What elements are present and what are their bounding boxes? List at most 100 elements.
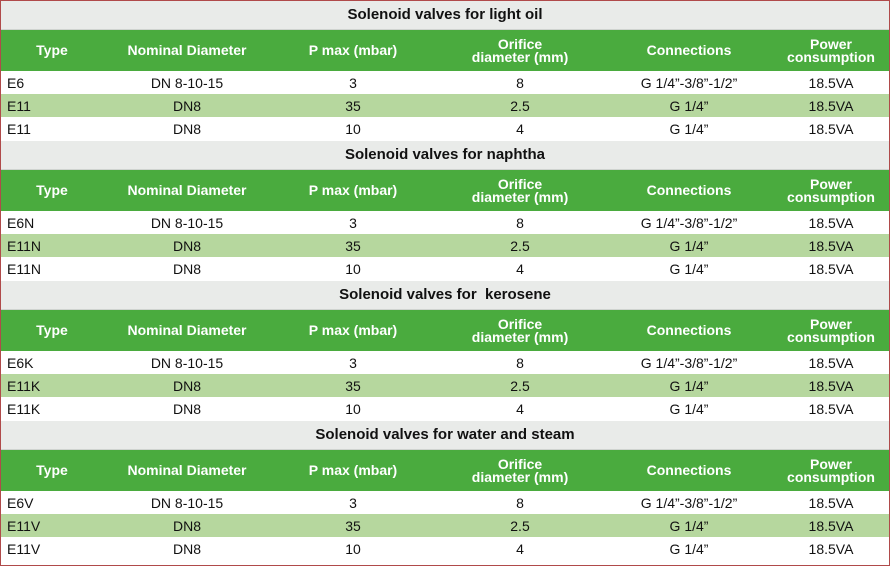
header-orifice: Orifice diameter (mm) bbox=[435, 450, 605, 491]
header-nominal-diameter: Nominal Diameter bbox=[127, 322, 247, 338]
cell-type: E11N bbox=[7, 237, 41, 254]
header-power: Power consumption bbox=[773, 30, 889, 71]
table-row: E11 DN8 35 2.5 G 1/4” 18.5VA bbox=[1, 94, 889, 117]
cell-connections: G 1/4”-3/8”-1/2” bbox=[640, 354, 738, 371]
cell-connections: G 1/4” bbox=[669, 120, 709, 137]
cell-pmax: 3 bbox=[349, 354, 357, 371]
section-water-steam: Solenoid valves for water and steam Type… bbox=[1, 421, 889, 561]
header-connections: Connections bbox=[646, 462, 732, 478]
cell-type: E11 bbox=[7, 120, 31, 137]
cell-pmax: 3 bbox=[349, 74, 357, 91]
header-orifice-line2: diameter (mm) bbox=[471, 48, 569, 65]
header-p-max: P max (mbar) bbox=[308, 322, 398, 338]
cell-orifice: 8 bbox=[516, 494, 524, 511]
section-title: Solenoid valves for naphtha bbox=[1, 141, 889, 170]
header-orifice-line1: Orifice bbox=[497, 175, 543, 192]
table-row: E11V DN8 35 2.5 G 1/4” 18.5VA bbox=[1, 514, 889, 537]
table-row: E11K DN8 10 4 G 1/4” 18.5VA bbox=[1, 397, 889, 420]
table-row: E6V DN 8-10-15 3 8 G 1/4”-3/8”-1/2” 18.5… bbox=[1, 491, 889, 514]
header-power-line2: consumption bbox=[787, 188, 875, 205]
header-orifice-line1: Orifice bbox=[497, 315, 543, 332]
cell-pmax: 35 bbox=[345, 97, 361, 114]
header-orifice: Orifice diameter (mm) bbox=[435, 310, 605, 351]
cell-orifice: 2.5 bbox=[510, 517, 530, 534]
cell-type: E11V bbox=[7, 517, 41, 534]
cell-power: 18.5VA bbox=[808, 260, 854, 277]
cell-orifice: 4 bbox=[516, 400, 524, 417]
cell-pmax: 3 bbox=[349, 494, 357, 511]
cell-type: E6V bbox=[7, 494, 34, 511]
table-header: Type Nominal Diameter P max (mbar) Orifi… bbox=[1, 310, 889, 351]
cell-connections: G 1/4” bbox=[669, 237, 709, 254]
cell-connections: G 1/4” bbox=[669, 400, 709, 417]
table-row: E11K DN8 35 2.5 G 1/4” 18.5VA bbox=[1, 374, 889, 397]
section-naphtha: Solenoid valves for naphtha Type Nominal… bbox=[1, 141, 889, 284]
cell-power: 18.5VA bbox=[808, 354, 854, 371]
cell-dn: DN8 bbox=[172, 400, 201, 417]
cell-orifice: 4 bbox=[516, 120, 524, 137]
cell-dn: DN8 bbox=[172, 540, 201, 557]
table-row: E11N DN8 10 4 G 1/4” 18.5VA bbox=[1, 257, 889, 280]
cell-power: 18.5VA bbox=[808, 237, 854, 254]
cell-dn: DN 8-10-15 bbox=[150, 214, 224, 231]
cell-power: 18.5VA bbox=[808, 214, 854, 231]
cell-dn: DN 8-10-15 bbox=[150, 354, 224, 371]
cell-power: 18.5VA bbox=[808, 540, 854, 557]
header-p-max: P max (mbar) bbox=[308, 182, 398, 198]
table-row: E6N DN 8-10-15 3 8 G 1/4”-3/8”-1/2” 18.5… bbox=[1, 211, 889, 234]
header-power-line2: consumption bbox=[787, 468, 875, 485]
cell-pmax: 10 bbox=[345, 120, 361, 137]
cell-type: E11N bbox=[7, 260, 41, 277]
cell-pmax: 35 bbox=[345, 377, 361, 394]
header-nominal-diameter: Nominal Diameter bbox=[127, 462, 247, 478]
header-power: Power consumption bbox=[773, 170, 889, 211]
table-row: E6 DN 8-10-15 3 8 G 1/4”-3/8”-1/2” 18.5V… bbox=[1, 71, 889, 94]
header-power: Power consumption bbox=[773, 450, 889, 491]
cell-power: 18.5VA bbox=[808, 97, 854, 114]
table-header: Type Nominal Diameter P max (mbar) Orifi… bbox=[1, 30, 889, 71]
header-type: Type bbox=[36, 322, 68, 338]
header-nominal-diameter: Nominal Diameter bbox=[127, 42, 247, 58]
cell-connections: G 1/4”-3/8”-1/2” bbox=[640, 214, 738, 231]
cell-type: E11V bbox=[7, 540, 41, 557]
header-power-line1: Power bbox=[809, 175, 852, 192]
cell-power: 18.5VA bbox=[808, 120, 854, 137]
header-power-line1: Power bbox=[809, 455, 852, 472]
cell-orifice: 8 bbox=[516, 354, 524, 371]
header-connections: Connections bbox=[646, 322, 732, 338]
table-row: E6K DN 8-10-15 3 8 G 1/4”-3/8”-1/2” 18.5… bbox=[1, 351, 889, 374]
header-power-line2: consumption bbox=[787, 328, 875, 345]
cell-pmax: 35 bbox=[345, 517, 361, 534]
cell-dn: DN8 bbox=[172, 517, 201, 534]
header-orifice-line2: diameter (mm) bbox=[471, 468, 569, 485]
cell-power: 18.5VA bbox=[808, 517, 854, 534]
cell-type: E6N bbox=[7, 214, 35, 231]
header-orifice: Orifice diameter (mm) bbox=[435, 170, 605, 211]
cell-pmax: 10 bbox=[345, 540, 361, 557]
table-row: E11N DN8 35 2.5 G 1/4” 18.5VA bbox=[1, 234, 889, 257]
header-orifice-line2: diameter (mm) bbox=[471, 328, 569, 345]
cell-power: 18.5VA bbox=[808, 494, 854, 511]
section-title: Solenoid valves for kerosene bbox=[1, 281, 889, 310]
header-type: Type bbox=[36, 462, 68, 478]
cell-connections: G 1/4” bbox=[669, 517, 709, 534]
cell-connections: G 1/4” bbox=[669, 260, 709, 277]
cell-orifice: 2.5 bbox=[510, 377, 530, 394]
cell-dn: DN 8-10-15 bbox=[150, 74, 224, 91]
header-orifice-line1: Orifice bbox=[497, 455, 543, 472]
cell-pmax: 35 bbox=[345, 237, 361, 254]
header-power-line2: consumption bbox=[787, 48, 875, 65]
header-connections: Connections bbox=[646, 42, 732, 58]
header-connections: Connections bbox=[646, 182, 732, 198]
section-kerosene: Solenoid valves for kerosene Type Nomina… bbox=[1, 281, 889, 424]
cell-dn: DN8 bbox=[172, 260, 201, 277]
cell-dn: DN8 bbox=[172, 377, 201, 394]
cell-orifice: 8 bbox=[516, 74, 524, 91]
header-power-line1: Power bbox=[809, 35, 852, 52]
cell-connections: G 1/4”-3/8”-1/2” bbox=[640, 494, 738, 511]
cell-power: 18.5VA bbox=[808, 74, 854, 91]
cell-pmax: 10 bbox=[345, 400, 361, 417]
section-title: Solenoid valves for water and steam bbox=[1, 421, 889, 450]
cell-dn: DN8 bbox=[172, 120, 201, 137]
